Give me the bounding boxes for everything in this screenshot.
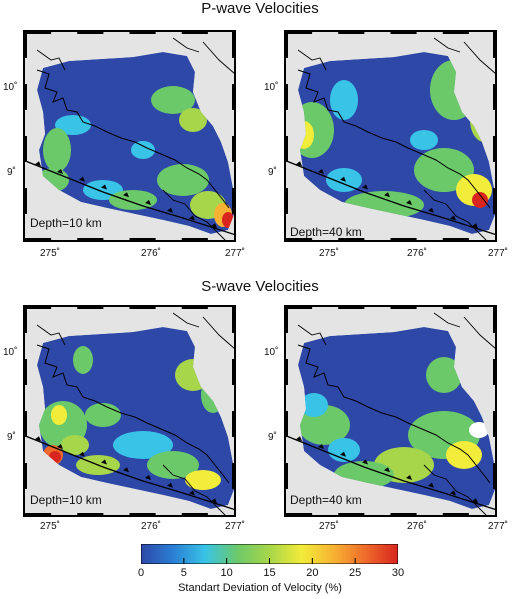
y-tick-label: 9˚ (268, 167, 277, 178)
x-tick-label: 275˚ (39, 248, 60, 259)
x-tick-label: 276˚ (140, 521, 161, 532)
x-tick-label: 277˚ (224, 248, 245, 259)
colorbar-tick-label: 20 (306, 567, 319, 579)
depth-label: Depth=40 km (290, 493, 362, 507)
y-tick-label: 10˚ (264, 347, 279, 358)
x-tick-label: 275˚ (318, 248, 339, 259)
colorbar-tick-label: 30 (391, 567, 405, 579)
x-tick-label: 276˚ (406, 521, 427, 532)
y-tick-label: 10˚ (3, 82, 18, 93)
map-panel-p-wave-40km (284, 30, 497, 242)
colorbar-tick-label: 0 (137, 567, 145, 579)
colorbar-tick-label: 10 (220, 567, 233, 579)
x-tick-label: 277˚ (224, 521, 245, 532)
colorbar-tick-label: 5 (180, 567, 187, 579)
depth-label: Depth=40 km (290, 225, 362, 239)
x-tick-label: 277˚ (487, 521, 508, 532)
y-tick-label: 9˚ (268, 432, 277, 443)
velocity-map-p10 (23, 30, 236, 242)
x-tick-label: 275˚ (318, 521, 339, 532)
x-tick-label: 275˚ (39, 521, 60, 532)
depth-label: Depth=10 km (30, 216, 102, 230)
colorbar (141, 544, 398, 564)
colorbar-tick-label: 15 (263, 567, 276, 579)
x-tick-label: 277˚ (487, 248, 508, 259)
velocity-map-s40 (284, 305, 497, 517)
map-panel-p-wave-10km (23, 30, 236, 242)
y-tick-label: 10˚ (3, 347, 18, 358)
colorbar-tick-label: 25 (349, 567, 362, 579)
map-panel-s-wave-10km (23, 305, 236, 517)
s-wave-title: S-wave Velocities (201, 278, 319, 295)
y-tick-label: 9˚ (7, 167, 16, 178)
x-tick-label: 276˚ (140, 248, 161, 259)
y-tick-label: 10˚ (264, 82, 279, 93)
velocity-map-p40 (284, 30, 497, 242)
velocity-map-s10 (23, 305, 236, 517)
colorbar-title: Standart Deviation of Velocity (%) (178, 582, 342, 594)
p-wave-title: P-wave Velocities (201, 0, 319, 17)
y-tick-label: 9˚ (7, 432, 16, 443)
map-panel-s-wave-40km (284, 305, 497, 517)
depth-label: Depth=10 km (30, 493, 102, 507)
x-tick-label: 276˚ (406, 248, 427, 259)
